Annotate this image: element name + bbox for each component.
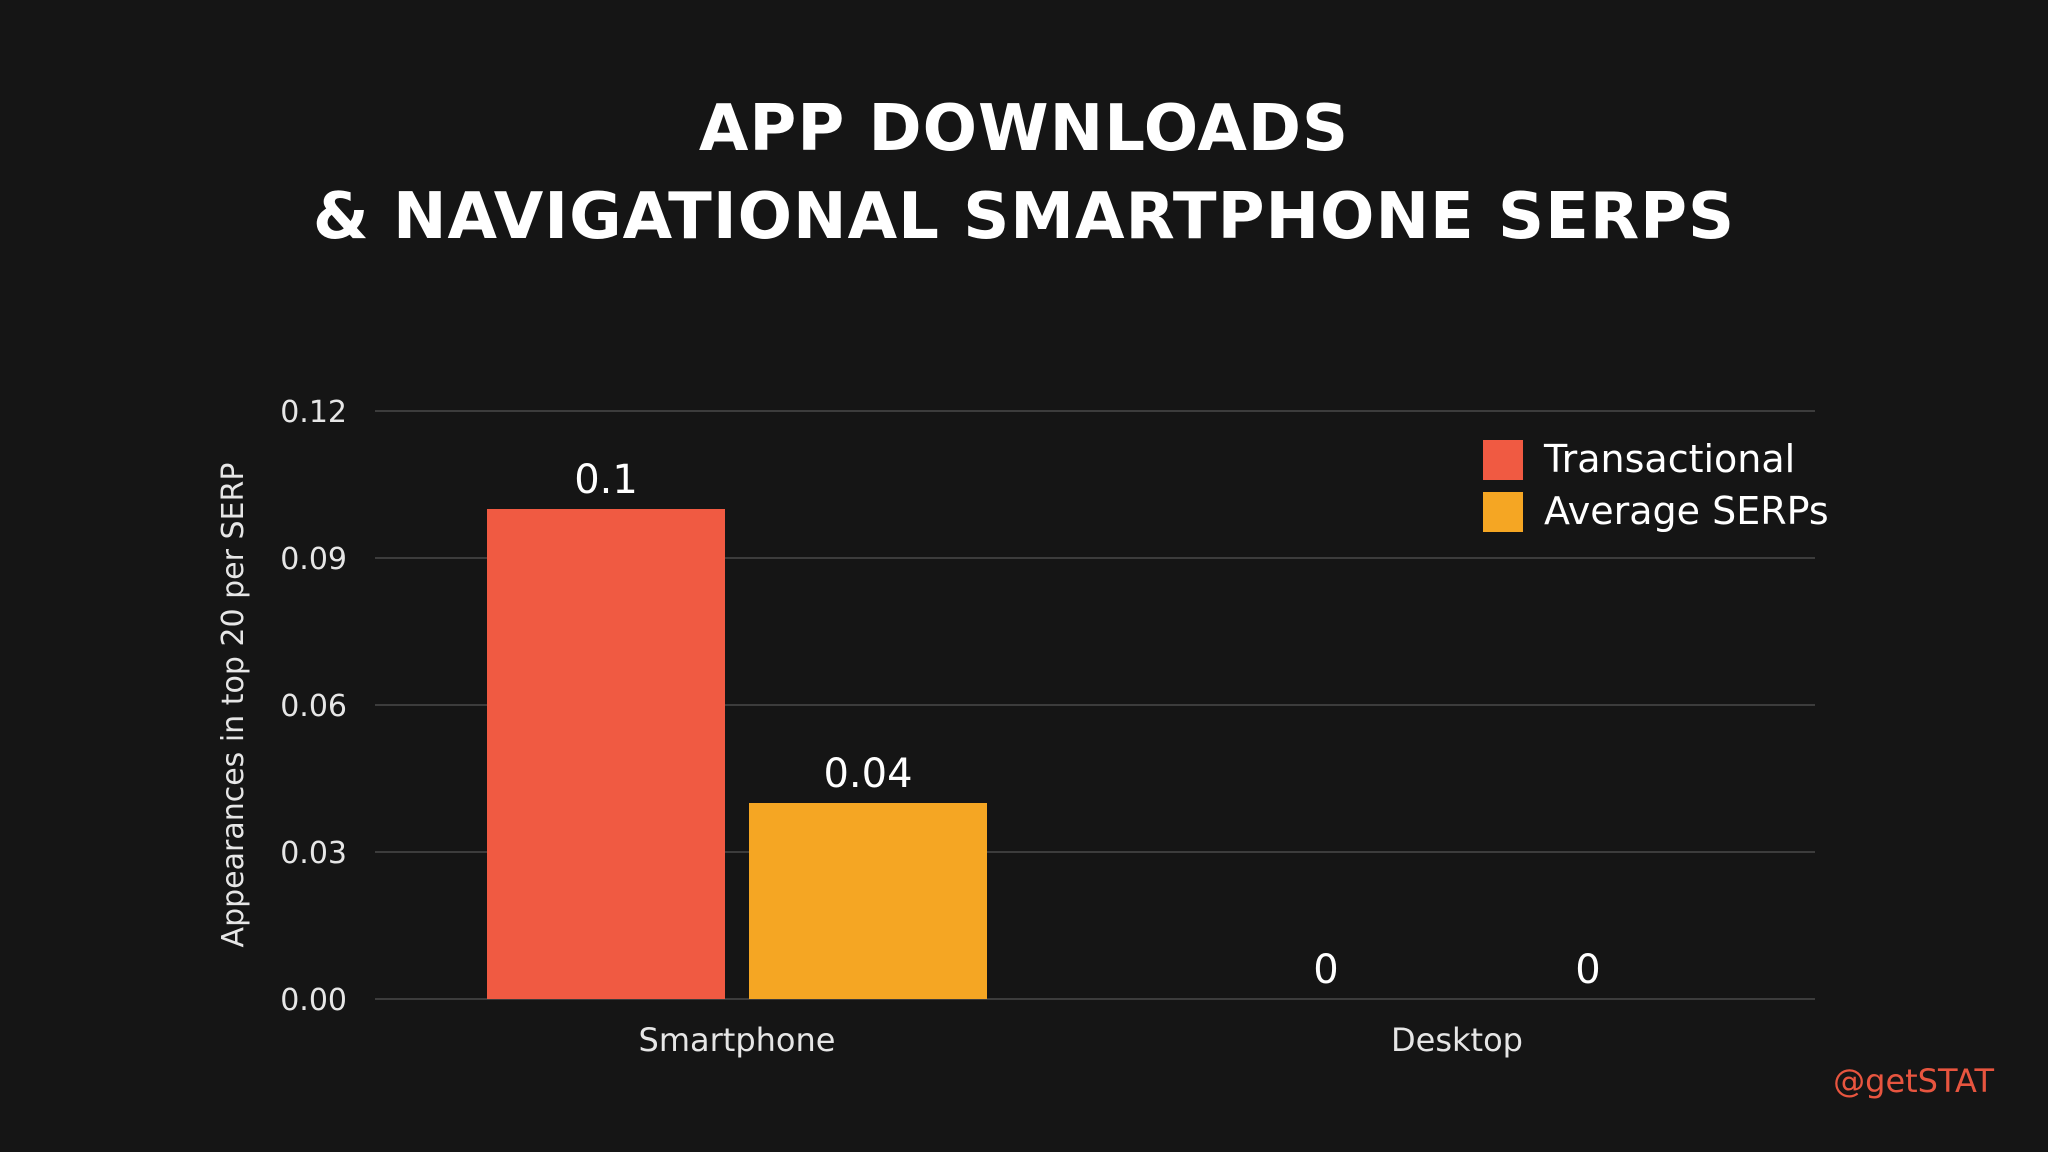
- legend-swatch: [1483, 440, 1523, 480]
- data-label: 0.04: [823, 751, 912, 797]
- y-axis-label: Appearances in top 20 per SERP: [216, 463, 251, 948]
- y-tick-label: 0.03: [280, 836, 347, 871]
- y-tick-label: 0.06: [280, 689, 347, 724]
- chart-title-line-1: APP DOWNLOADS: [698, 92, 1350, 166]
- data-label: 0.1: [574, 457, 638, 503]
- y-tick-label: 0.00: [280, 983, 347, 1018]
- legend-swatch: [1483, 492, 1523, 532]
- data-label: 0: [1575, 947, 1600, 993]
- bar: [487, 509, 725, 999]
- data-label: 0: [1313, 947, 1338, 993]
- y-tick-label: 0.09: [280, 542, 347, 577]
- legend-label: Transactional: [1543, 437, 1795, 481]
- x-tick-label: Desktop: [1391, 1021, 1523, 1059]
- y-tick-label: 0.12: [280, 395, 347, 430]
- watermark-handle: @getSTAT: [1833, 1062, 1994, 1100]
- x-tick-label: Smartphone: [639, 1021, 836, 1059]
- chart-title-line-2: & NAVIGATIONAL SMARTPHONE SERPS: [312, 180, 1736, 254]
- bar: [749, 803, 987, 999]
- legend-label: Average SERPs: [1544, 489, 1829, 533]
